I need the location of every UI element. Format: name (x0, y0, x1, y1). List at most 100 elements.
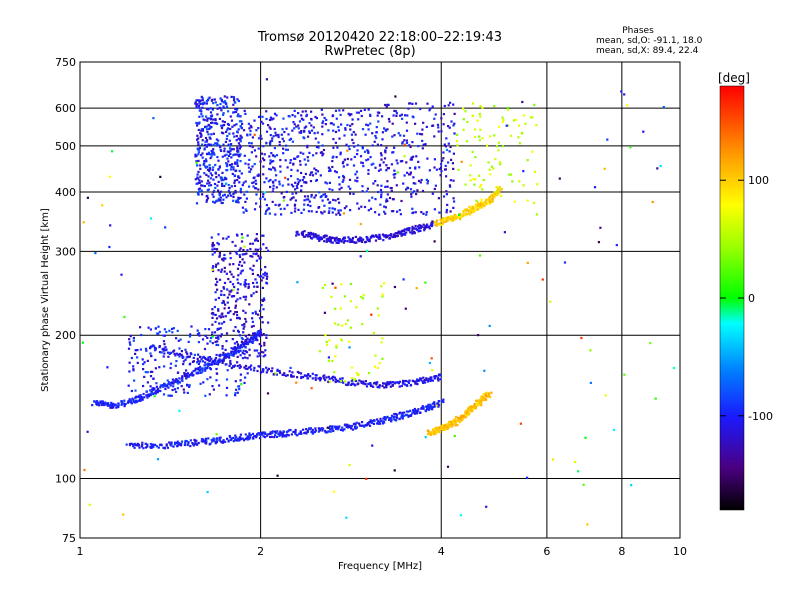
data-point (400, 199, 403, 203)
data-point (328, 168, 331, 171)
data-point (208, 127, 211, 131)
data-point (426, 182, 429, 185)
data-point (230, 437, 233, 440)
data-point (275, 174, 278, 177)
data-point (315, 374, 318, 377)
data-point (469, 406, 472, 409)
data-point (280, 133, 283, 136)
data-point (469, 208, 472, 211)
data-point (315, 169, 318, 172)
data-point (230, 347, 233, 350)
data-point (343, 295, 347, 298)
data-point (361, 424, 364, 427)
data-point (313, 132, 316, 135)
data-point (219, 353, 222, 356)
data-point (305, 432, 308, 435)
data-point (467, 212, 471, 215)
data-point (425, 405, 428, 408)
data-point (376, 381, 379, 384)
data-point (377, 422, 380, 425)
data-point (204, 366, 207, 369)
data-point (316, 131, 319, 134)
data-point (501, 120, 505, 123)
data-point (314, 376, 317, 380)
data-point (175, 337, 178, 340)
data-point (234, 438, 237, 442)
data-point (604, 394, 607, 397)
data-point (315, 117, 318, 120)
data-point (414, 382, 417, 385)
data-point (142, 363, 145, 366)
data-point (386, 128, 389, 131)
data-point (484, 202, 487, 206)
data-point (323, 193, 327, 196)
data-point (336, 379, 340, 382)
data-point (281, 435, 284, 438)
data-point (217, 308, 220, 311)
data-point (385, 164, 388, 167)
data-point (259, 205, 262, 208)
data-point (308, 131, 311, 134)
data-point (317, 206, 320, 209)
data-point (376, 111, 380, 114)
data-point (308, 130, 311, 133)
data-point (262, 193, 265, 196)
data-point (465, 140, 469, 143)
data-point (410, 195, 413, 198)
data-point (281, 184, 284, 187)
data-point (217, 159, 220, 162)
data-point (173, 443, 177, 446)
data-point (350, 113, 353, 116)
data-point (280, 213, 283, 216)
data-point (184, 441, 187, 444)
data-point (385, 146, 388, 149)
data-point (236, 150, 239, 153)
data-point (471, 102, 475, 105)
data-point (162, 393, 166, 396)
data-point (233, 342, 236, 345)
data-point (335, 213, 338, 216)
data-point (385, 236, 388, 239)
data-point (409, 173, 412, 176)
data-point (306, 195, 309, 198)
data-point (213, 362, 216, 366)
data-point (365, 477, 368, 480)
data-point (227, 194, 230, 197)
data-point (266, 275, 269, 278)
data-point (187, 340, 190, 343)
data-point (589, 349, 592, 352)
data-point (211, 331, 214, 334)
data-point (337, 323, 340, 326)
data-point (439, 426, 443, 429)
data-point (141, 443, 144, 447)
data-point (234, 161, 237, 164)
data-point (152, 377, 155, 380)
data-point (349, 240, 352, 244)
data-point (456, 423, 459, 427)
data-point (251, 432, 255, 435)
data-point (211, 108, 214, 111)
data-point (378, 386, 381, 389)
data-point (473, 135, 477, 139)
data-point (344, 380, 347, 383)
data-point (380, 285, 383, 288)
data-point (348, 114, 351, 117)
data-point (366, 249, 369, 253)
data-point (251, 320, 254, 323)
data-point (125, 443, 128, 446)
data-point (240, 233, 243, 236)
data-point (244, 295, 248, 298)
data-point (188, 375, 191, 378)
data-point (233, 179, 236, 182)
data-point (324, 181, 327, 184)
data-point (217, 334, 220, 337)
data-point (347, 185, 350, 188)
data-point (479, 105, 482, 108)
data-point (383, 157, 387, 160)
data-point (328, 380, 331, 383)
data-point (382, 417, 385, 420)
data-point (235, 388, 238, 391)
data-point (338, 109, 341, 112)
data-point (239, 197, 242, 200)
data-point (314, 429, 317, 432)
